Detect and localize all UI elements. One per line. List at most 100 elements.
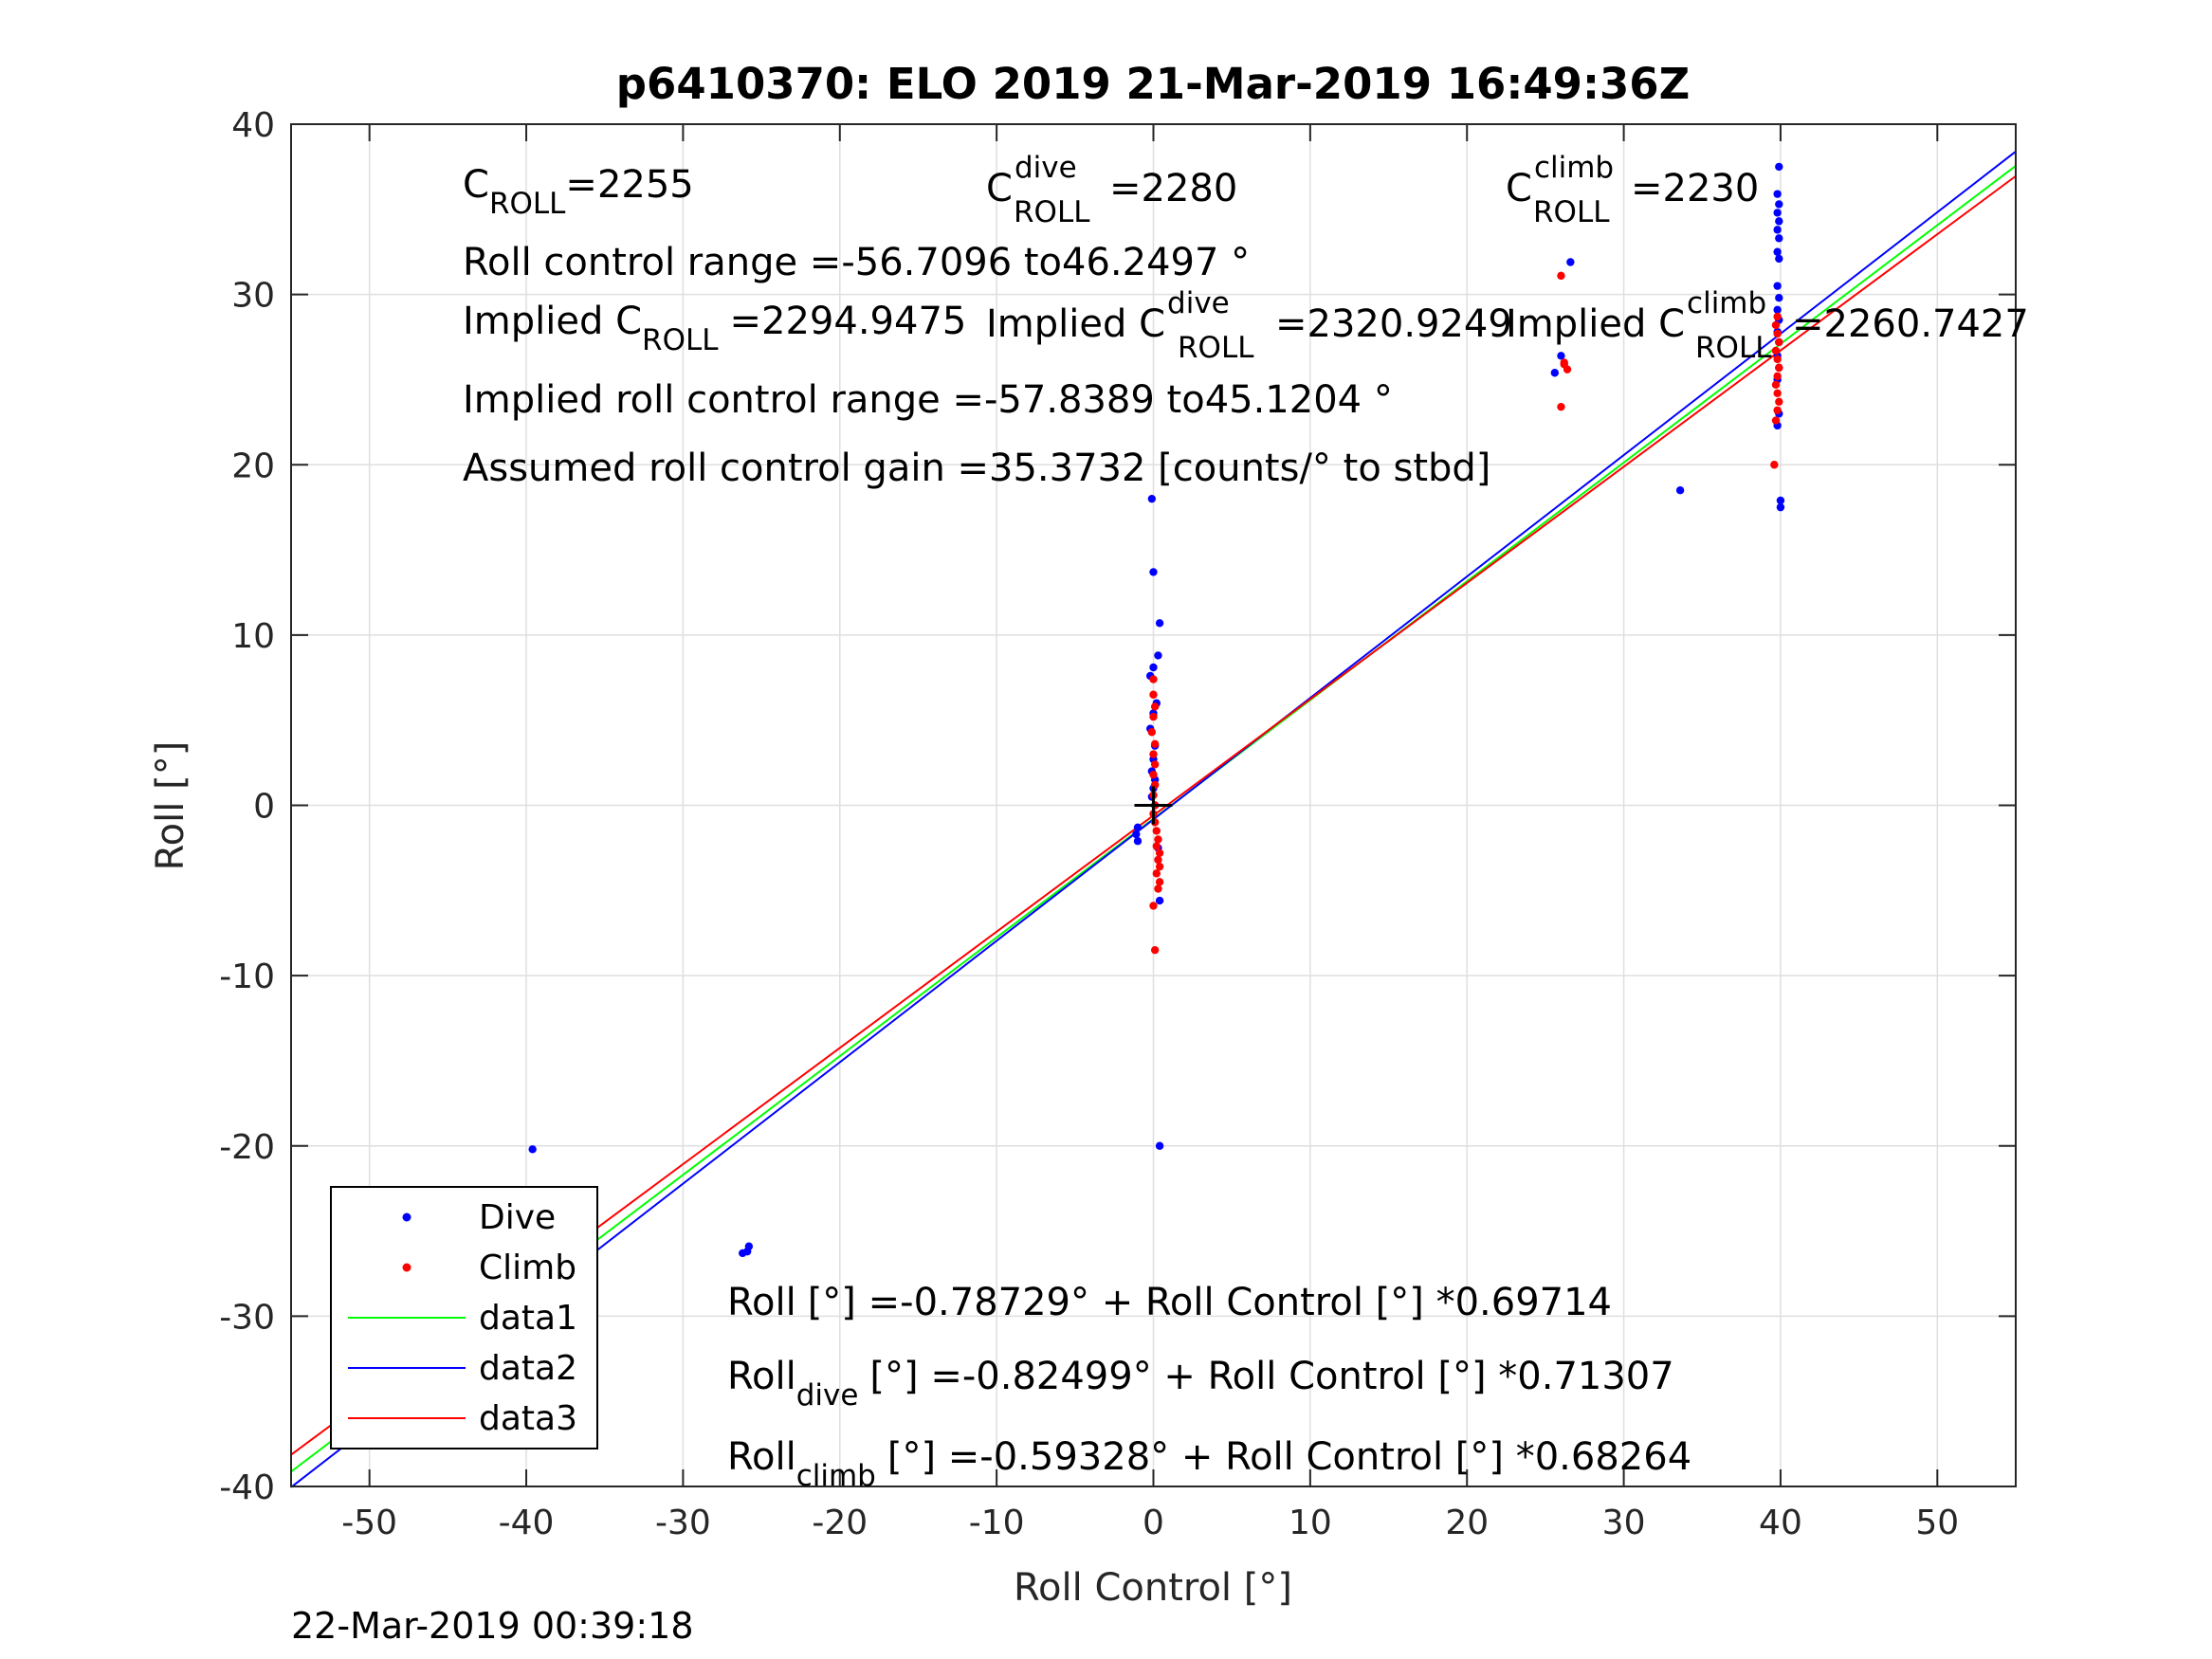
- dive-point: [1773, 282, 1782, 290]
- climb-point: [1771, 320, 1781, 330]
- x-tick-label: 0: [1143, 1504, 1164, 1542]
- climb-point: [1152, 842, 1161, 850]
- x-tick-label: 20: [1445, 1504, 1489, 1542]
- climb-point: [1557, 271, 1565, 281]
- dive-point: [1550, 369, 1560, 377]
- annotation-fit-all: Roll [°] =-0.78729° + Roll Control [°] *0…: [727, 1281, 1612, 1324]
- climb-point: [1771, 346, 1781, 356]
- dive-point: [1773, 209, 1782, 217]
- legend-label-climb: Climb: [479, 1249, 576, 1287]
- climb-point: [1775, 363, 1783, 373]
- annotation-assumed-gain: Assumed roll control gain =35.3732 [coun…: [463, 447, 1490, 490]
- climb-point: [1149, 750, 1158, 758]
- x-tick-label: 50: [1915, 1504, 1959, 1542]
- dive-point: [1133, 823, 1143, 832]
- x-tick-label: 10: [1289, 1504, 1332, 1542]
- y-tick-label: 10: [231, 617, 275, 656]
- dive-point: [1155, 896, 1164, 905]
- annotation-fit-dive: Rolldive [°] =-0.82499° + Roll Control [°…: [727, 1355, 1674, 1413]
- climb-point: [1773, 312, 1782, 321]
- annotation-c-roll: CROLL=2255: [463, 163, 694, 221]
- annotation-implied-c-roll-dive: Implied Cdive ROLL=2320.9249: [986, 286, 1512, 365]
- center-cross-marker: [1134, 786, 1173, 825]
- climb-point: [1154, 855, 1162, 865]
- climb-point: [1560, 360, 1568, 369]
- climb-point: [1771, 380, 1781, 390]
- climb-point: [1770, 461, 1779, 469]
- x-tick-label: 30: [1602, 1504, 1646, 1542]
- legend-marker-climb: [402, 1263, 411, 1272]
- annotation-implied-roll-control-range: Implied roll control range =-57.8389 to4…: [463, 378, 1393, 422]
- y-tick-label: -40: [219, 1468, 275, 1507]
- chart-title: p6410370: ELO 2019 21-Mar-2019 16:49:36Z: [616, 59, 1690, 109]
- annotation-implied-c-roll: Implied CROLL =2294.9475: [463, 300, 966, 357]
- climb-point: [1775, 397, 1783, 406]
- climb-point: [1149, 770, 1158, 779]
- annotation-implied-c-roll-climb: Implied Cclimb ROLL=2260.7427: [1506, 286, 2029, 365]
- legend: Dive Climb data1 data2 data3: [330, 1186, 598, 1449]
- climb-point: [1773, 329, 1782, 338]
- dive-point: [1773, 305, 1782, 314]
- legend-entries: Dive Climb data1 data2 data3: [348, 1198, 577, 1438]
- legend-label-data3: data3: [479, 1399, 577, 1438]
- dive-point: [1147, 494, 1157, 503]
- x-tick-label: -10: [969, 1504, 1025, 1542]
- annotation-roll-control-range: Roll control range =-56.7096 to46.2497 °: [463, 241, 1250, 284]
- climb-point: [1149, 690, 1158, 699]
- y-tick-label: 20: [231, 447, 275, 485]
- climb-point: [1557, 402, 1565, 411]
- y-tick-label: -30: [219, 1298, 275, 1337]
- y-tick-label: 30: [231, 277, 275, 316]
- dive-point: [1773, 226, 1782, 234]
- x-tick-label: -40: [499, 1504, 555, 1542]
- dive-point: [1775, 162, 1783, 172]
- dive-point: [1133, 837, 1143, 846]
- legend-label-data1: data1: [479, 1299, 577, 1338]
- footer-timestamp: 22-Mar-2019 00:39:18: [291, 1605, 694, 1647]
- dive-point: [1775, 234, 1783, 243]
- legend-marker-dive: [402, 1212, 411, 1222]
- climb-point: [1155, 878, 1164, 886]
- axis-ticks: -50 -40 -30 -20 -10 0 10 20 30 40 50 -40 -30 -20 -10 0 1…: [219, 106, 2016, 1542]
- dive-point: [1155, 1141, 1164, 1150]
- climb-point: [1775, 337, 1783, 347]
- y-tick-label: 0: [253, 788, 275, 827]
- dive-point: [1775, 217, 1783, 226]
- dive-point: [1773, 190, 1782, 198]
- climb-point: [1149, 902, 1158, 910]
- dive-point: [1557, 352, 1565, 360]
- y-axis-label: Roll [°]: [149, 741, 192, 871]
- annotation-c-roll-climb: Cclimb ROLL=2230: [1506, 151, 1759, 229]
- climb-point: [1150, 702, 1160, 711]
- climb-point: [1149, 712, 1158, 721]
- climb-point: [1150, 945, 1160, 955]
- dive-point: [1773, 247, 1782, 256]
- legend-label-data2: data2: [479, 1349, 577, 1388]
- climb-point: [1155, 848, 1164, 857]
- x-tick-label: -50: [341, 1504, 397, 1542]
- x-axis-label: Roll Control [°]: [1014, 1566, 1292, 1610]
- x-tick-label: -30: [655, 1504, 711, 1542]
- dive-point: [1775, 294, 1783, 302]
- climb-point: [1773, 355, 1782, 364]
- dive-point: [1675, 485, 1685, 495]
- dive-point: [743, 1247, 752, 1256]
- dive-point: [1775, 200, 1783, 209]
- y-tick-label: -10: [219, 957, 275, 996]
- climb-point: [1155, 862, 1164, 871]
- dive-point: [1155, 619, 1164, 628]
- climb-point: [1150, 739, 1160, 749]
- x-tick-label: 40: [1759, 1504, 1802, 1542]
- dive-point: [1776, 496, 1785, 505]
- y-tick-label: 40: [231, 106, 275, 145]
- climb-point: [1150, 760, 1160, 769]
- dive-point: [1154, 651, 1162, 660]
- legend-label-dive: Dive: [479, 1198, 556, 1237]
- climb-point: [1773, 406, 1782, 414]
- climb-point: [1147, 728, 1157, 737]
- dive-point: [1132, 830, 1141, 839]
- climb-point: [1152, 869, 1161, 878]
- climb-point: [1773, 389, 1782, 398]
- climb-point: [1771, 416, 1781, 425]
